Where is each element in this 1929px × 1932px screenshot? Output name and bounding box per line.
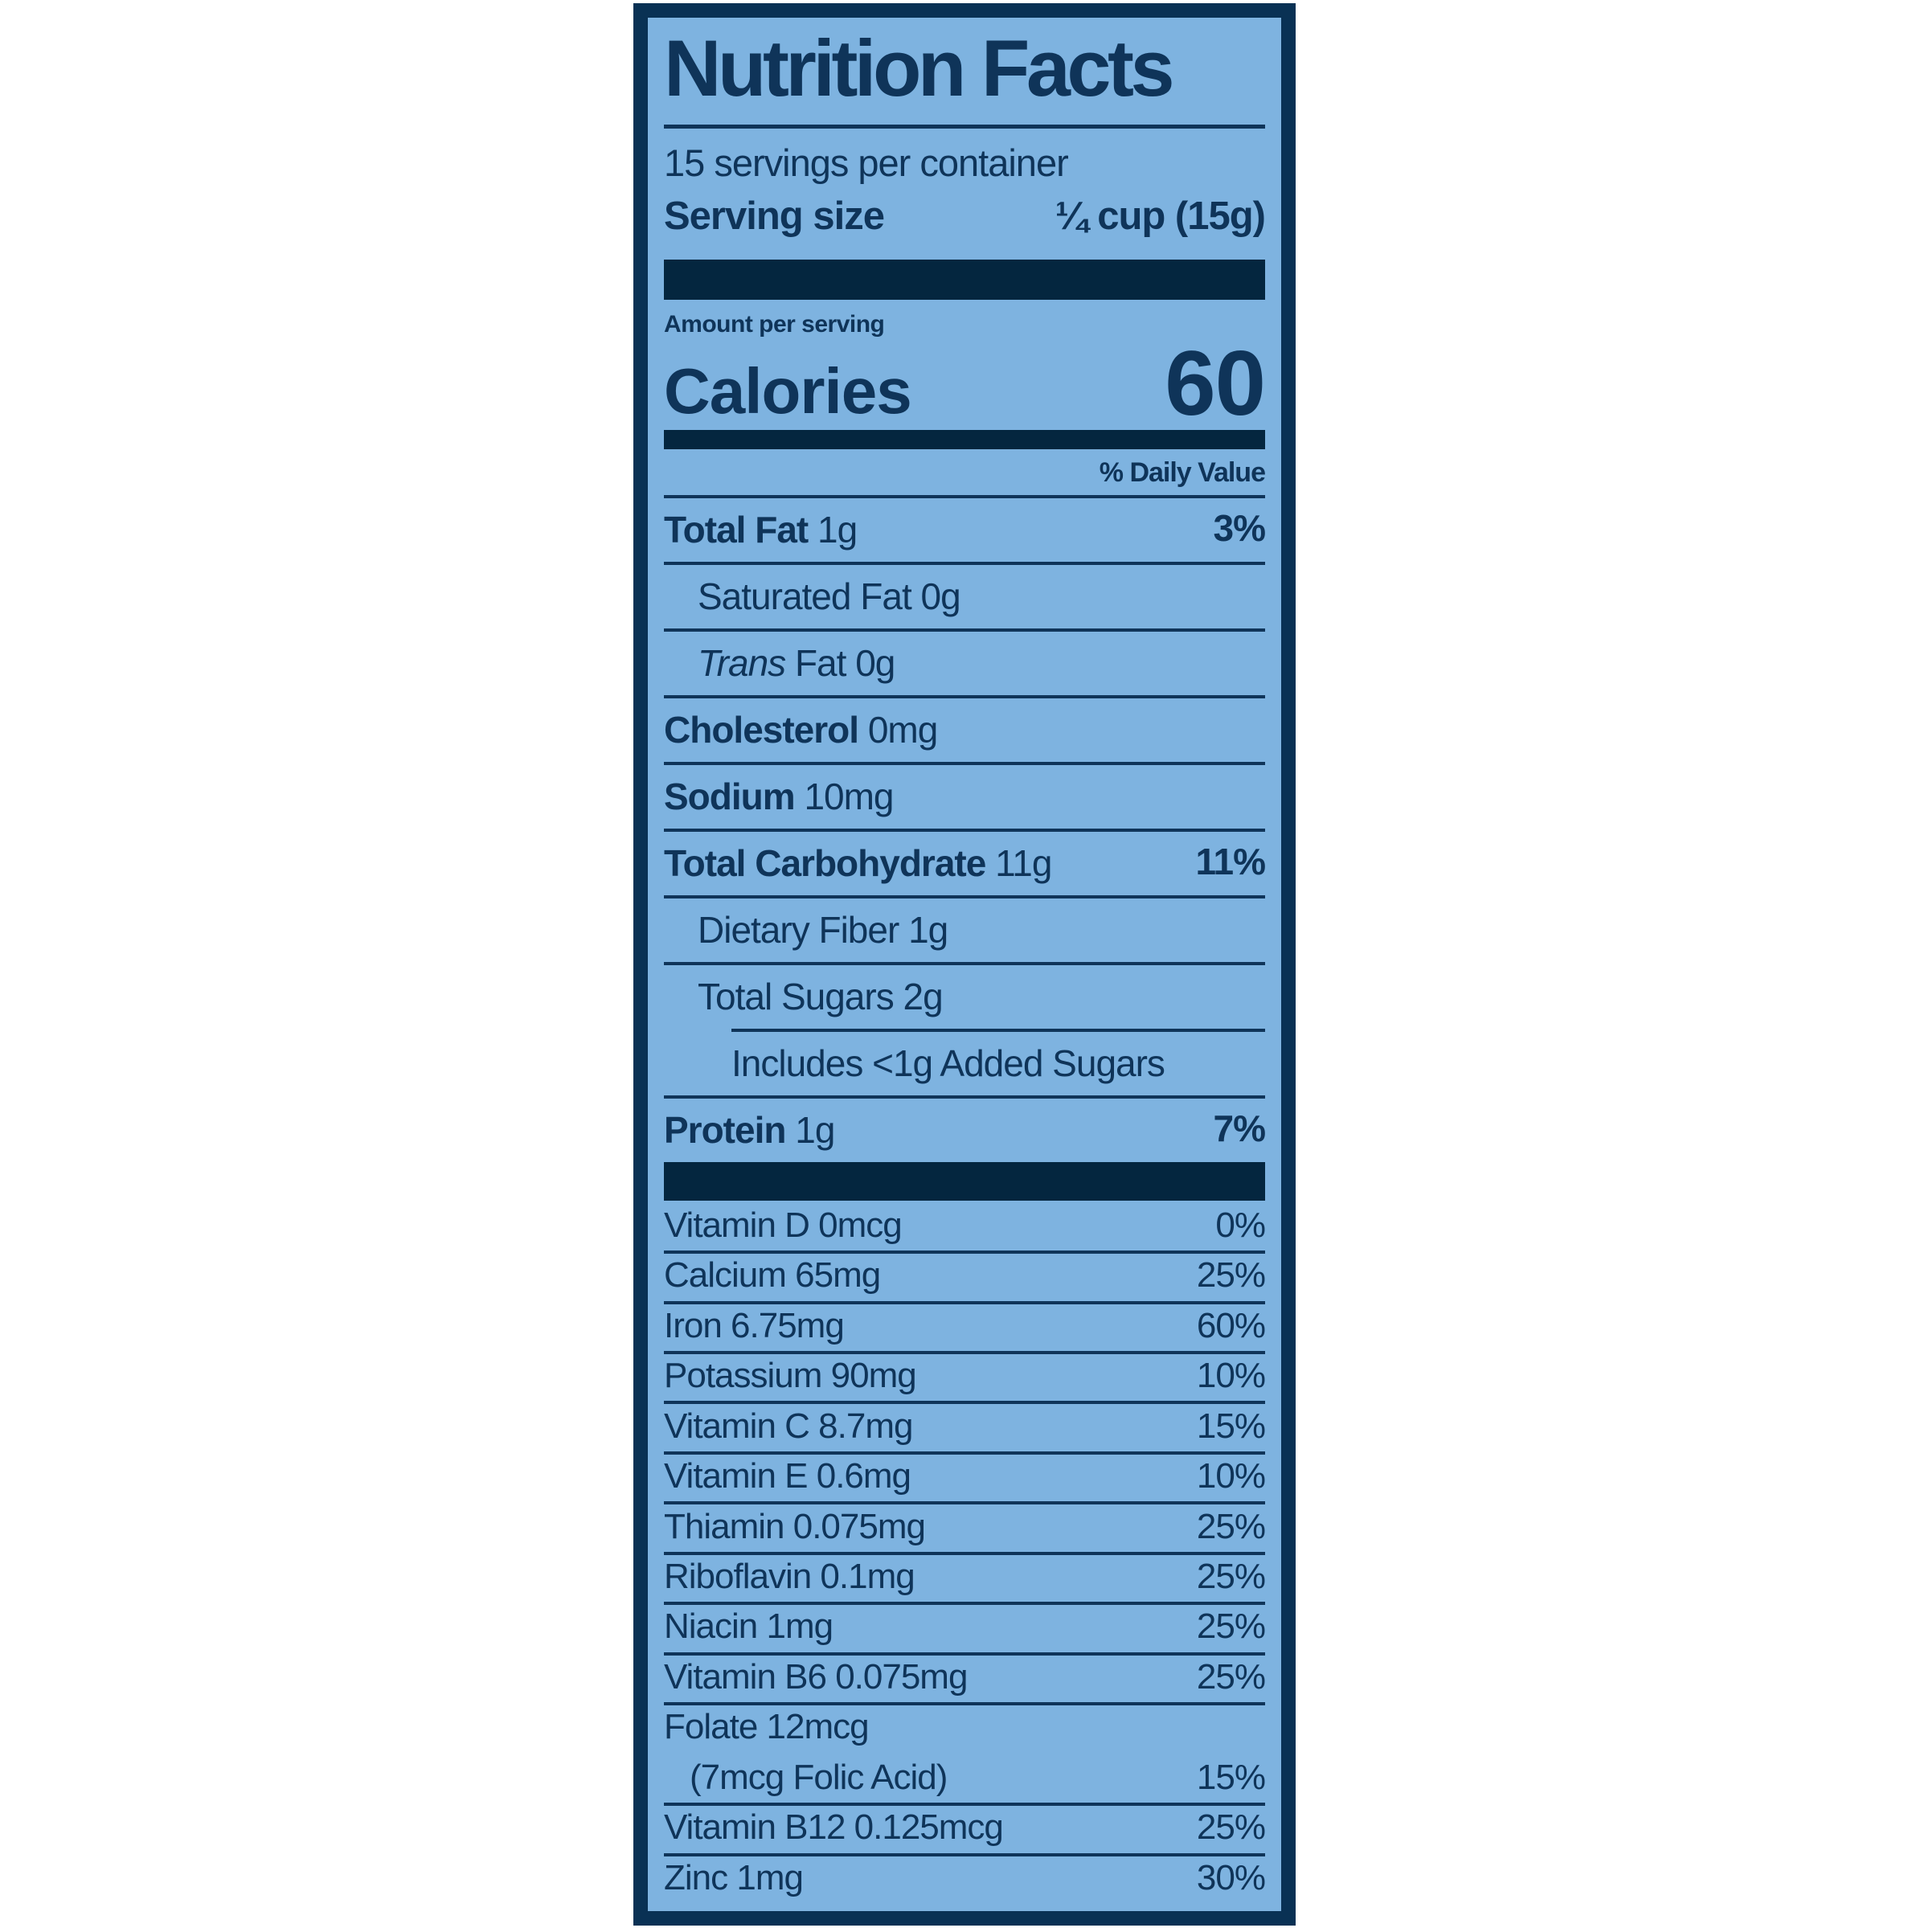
vitamin-name: Vitamin C 8.7mg [664, 1406, 913, 1446]
vitamin-daily-value: 25% [1196, 1255, 1266, 1296]
nutrient-row: Total Sugars 2g [664, 961, 1265, 1029]
calories-row: Calories 60 [664, 333, 1266, 436]
nutrition-facts-label: Nutrition Facts 15 servings per containe… [633, 3, 1296, 1926]
nutrient-row: Saturated Fat 0g [664, 561, 1265, 628]
nutrient-row: Dietary Fiber 1g [664, 894, 1265, 962]
vitamin-daily-value: 25% [1196, 1656, 1266, 1697]
vitamin-name: Vitamin B6 0.075mg [664, 1656, 968, 1697]
title-divider [664, 124, 1265, 129]
nutrient-row: Trans Fat 0g [664, 628, 1265, 695]
nutrient-name: Cholesterol 0mg [664, 709, 938, 751]
nutrient-daily-value: 11% [1195, 841, 1266, 883]
vitamin-row: Vitamin E 0.6mg 10% [664, 1451, 1266, 1501]
nutrient-name: Protein 1g [664, 1109, 835, 1152]
vitamin-daily-value: 10% [1196, 1356, 1266, 1396]
vitamin-row: Folate 12mcg (7mcg Folic Acid) 15% [664, 1702, 1266, 1803]
nutrient-row: Protein 1g 7% [664, 1095, 1266, 1162]
nutrient-daily-value: 3% [1213, 507, 1266, 550]
vitamin-row: Thiamin 0.075mg 25% [664, 1501, 1266, 1551]
vitamin-row: Vitamin B6 0.075mg 25% [664, 1652, 1266, 1702]
amount-per-serving: Amount per serving [664, 310, 885, 338]
vitamin-daily-value: 0% [1215, 1205, 1266, 1245]
serving-size-row: Serving size ¼ cup (15g) [664, 187, 1266, 250]
nutrient-name: Dietary Fiber 1g [698, 909, 948, 952]
nutrient-name: Trans Fat 0g [698, 642, 895, 685]
vitamin-name: Niacin 1mg [664, 1607, 833, 1647]
vitamin-daily-value: 25% [1196, 1807, 1266, 1848]
vitamin-daily-value: 25% [1196, 1607, 1266, 1647]
nutrient-name: Total Sugars 2g [698, 976, 944, 1018]
vitamin-row: Zinc 1mg 30% [664, 1852, 1266, 1903]
calories-divider-bar [664, 429, 1265, 449]
thick-bar-top [664, 259, 1265, 300]
vitamin-daily-value: 25% [1196, 1506, 1266, 1546]
vitamin-row: Vitamin D 0mcg 0% [664, 1201, 1266, 1250]
nutrient-row: Cholesterol 0mg [664, 694, 1265, 762]
servings-per-container: 15 servings per container [664, 141, 1069, 184]
vitamin-name: Vitamin B12 0.125mcg [664, 1807, 1004, 1848]
vitamin-name: Calcium 65mg [664, 1255, 881, 1296]
vitamin-name: Iron 6.75mg [664, 1305, 845, 1345]
vitamin-row: Riboflavin 0.1mg 25% [664, 1551, 1266, 1602]
vitamin-name: Folate 12mcg [664, 1707, 870, 1747]
calories-label: Calories [664, 354, 912, 427]
nutrient-daily-value: 7% [1213, 1107, 1266, 1150]
vitamin-rows: Vitamin D 0mcg 0% Calcium 65mg 25% Iron 6.75… [664, 1201, 1266, 1911]
vitamin-name: Zinc 1mg [664, 1857, 804, 1897]
nutrient-rows: Total Fat 1g 3% Saturated Fat 0g Trans Fat … [664, 494, 1266, 1162]
vitamin-row: Potassium 90mg 10% [664, 1350, 1266, 1401]
nutrient-row: Includes <1g Added Sugars [664, 1028, 1265, 1095]
serving-size-value: ¼ cup (15g) [1055, 194, 1266, 238]
daily-value-header: % Daily Value [1099, 456, 1266, 488]
vitamin-name: Vitamin E 0.6mg [664, 1456, 911, 1496]
vitamin-subline: (7mcg Folic Acid) [690, 1757, 948, 1797]
nutrient-name: Total Fat 1g [664, 509, 858, 551]
vitamin-name: Riboflavin 0.1mg [664, 1557, 915, 1597]
vitamin-daily-value: 25% [1196, 1557, 1266, 1597]
vitamin-row: Vitamin B12 0.125mcg 25% [664, 1803, 1266, 1852]
vitamin-row: Vitamin C 8.7mg 15% [664, 1401, 1266, 1451]
vitamin-name: Potassium 90mg [664, 1356, 917, 1396]
vitamin-daily-value: 15% [1196, 1757, 1266, 1797]
vitamin-daily-value: 30% [1196, 1857, 1266, 1897]
nutrient-name: Total Carbohydrate 11g [664, 842, 1052, 885]
nutrient-name: Saturated Fat 0g [698, 575, 961, 618]
label-inner: Nutrition Facts 15 servings per containe… [648, 18, 1281, 1911]
nutrient-row: Total Fat 1g 3% [664, 494, 1266, 562]
nutrient-name: Includes <1g Added Sugars [731, 1042, 1165, 1085]
vitamin-row: Niacin 1mg 25% [664, 1602, 1266, 1652]
vitamin-row: Iron 6.75mg 60% [664, 1300, 1266, 1351]
nutrient-row: Total Carbohydrate 11g 11% [664, 828, 1266, 895]
vitamin-name: Vitamin D 0mcg [664, 1205, 903, 1245]
vitamin-daily-value: 10% [1196, 1456, 1266, 1496]
vitamin-daily-value: 60% [1196, 1305, 1266, 1345]
vitamin-daily-value: 15% [1196, 1406, 1266, 1446]
vitamin-row: Calcium 65mg 25% [664, 1250, 1266, 1300]
calories-value: 60 [1165, 333, 1266, 436]
label-title: Nutrition Facts [664, 23, 1175, 113]
nutrient-row: Sodium 10mg [664, 761, 1265, 829]
thick-bar-vitamins [664, 1161, 1265, 1201]
nutrient-name: Sodium 10mg [664, 776, 895, 818]
vitamin-name: Thiamin 0.075mg [664, 1506, 926, 1546]
serving-size-label: Serving size [664, 194, 885, 238]
